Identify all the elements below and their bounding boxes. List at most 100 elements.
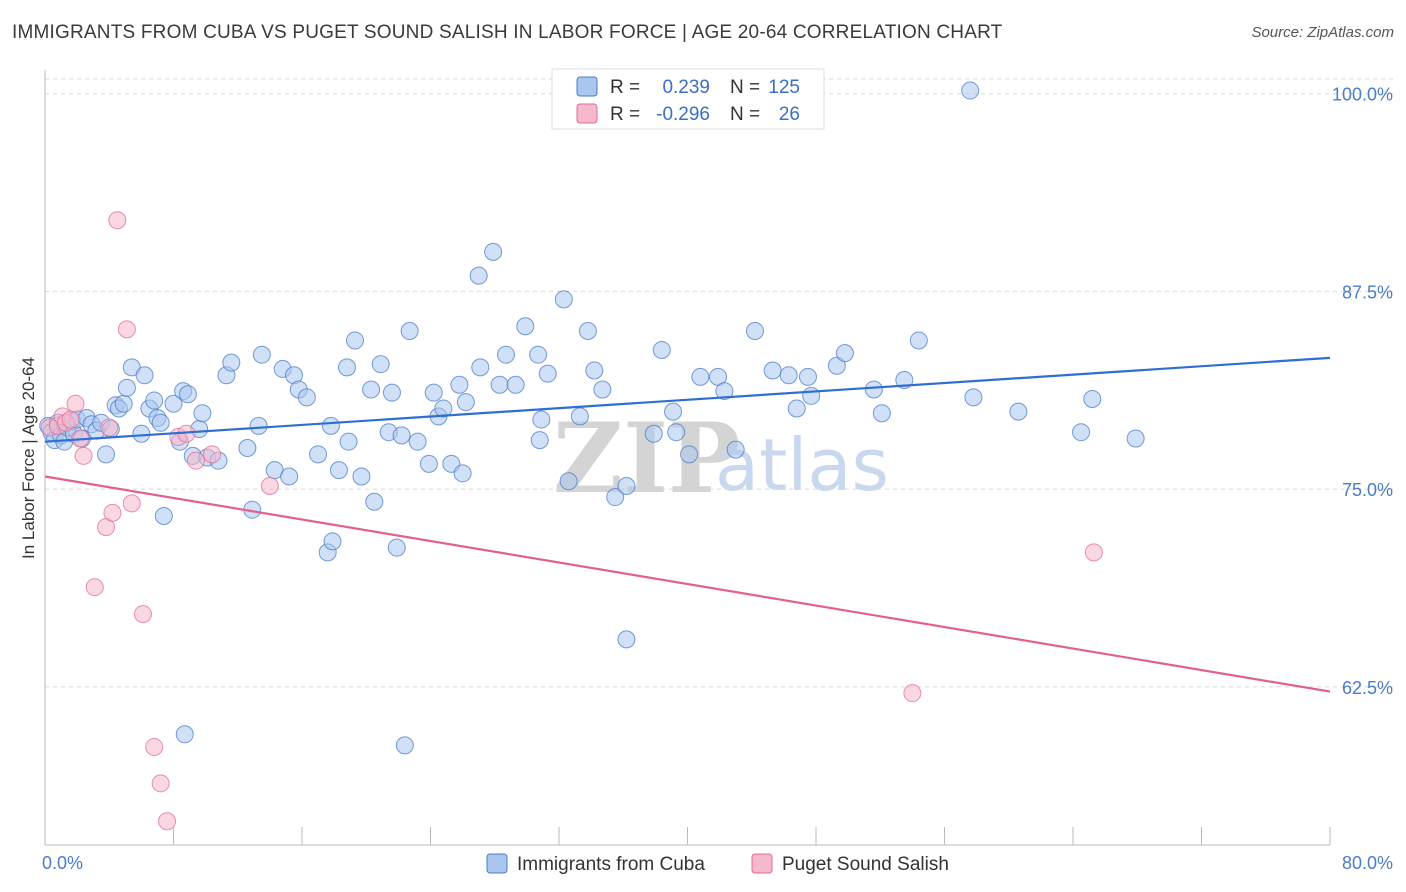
data-point [158,812,177,831]
data-point [617,476,636,495]
data-point [85,578,104,597]
data-point [827,356,846,375]
data-point [554,290,573,309]
bottom-legend-swatch-blue [486,853,508,874]
series-puget-sound-salish [40,211,1103,831]
legend-swatch-pink [576,103,598,124]
data-point [66,394,85,413]
data-point [222,353,241,372]
legend-n-label-2: N = [730,104,760,125]
y-tick-label: 62.5% [1342,678,1393,698]
data-point [260,476,279,495]
data-point [593,380,612,399]
y-tick-label: 75.0% [1342,480,1393,500]
data-point [352,467,371,486]
data-point [249,416,268,435]
data-point [530,431,549,450]
data-point [434,399,453,418]
data-point [1126,429,1145,448]
data-point [395,736,414,755]
data-point [61,410,80,429]
y-tick-labels: 100.0% 87.5% 75.0% 62.5% [1332,85,1393,698]
data-point [606,488,625,507]
data-point [779,366,798,385]
data-point [108,211,127,230]
data-point [538,364,557,383]
data-point [835,344,854,363]
data-point [365,492,384,511]
data-point [453,464,472,483]
data-point [664,402,683,421]
data-point [424,383,443,402]
data-point [456,393,475,412]
data-point [1084,543,1103,562]
data-point [559,472,578,491]
trend-line-salish [44,475,1331,693]
data-point [309,445,328,464]
data-point [382,383,401,402]
trend-lines [44,356,1331,693]
data-point [193,404,212,423]
data-point [100,418,119,437]
data-point [1009,402,1028,421]
legend-n-value-2: 26 [779,104,800,125]
data-point [122,358,141,377]
data-point [787,399,806,418]
data-point [362,380,381,399]
data-point [964,388,983,407]
data-point [585,361,604,380]
data-point [154,507,173,526]
data-point [872,404,891,423]
data-point [400,321,419,340]
chart-source: Source: ZipAtlas.com [1251,24,1394,41]
correlation-legend: R = 0.239 N = 125 R = -0.296 N = 26 [551,68,825,130]
data-point [903,684,922,703]
data-point [145,737,164,756]
y-axis-label: In Labor Force | Age 20-64 [19,357,38,559]
data-point [490,375,509,394]
data-point [151,774,170,793]
data-point [346,331,365,350]
data-point [570,407,589,426]
data-point [864,380,883,399]
data-point [506,375,525,394]
legend-r-value-2: -0.296 [656,104,710,125]
bottom-legend-label-cuba: Immigrants from Cuba [517,854,705,875]
data-point [323,532,342,551]
data-point [961,81,980,100]
data-point [135,366,154,385]
data-point [178,385,197,404]
data-point [532,410,551,429]
data-point [644,424,663,443]
data-point [117,320,136,339]
data-point [529,345,548,364]
data-point [371,355,390,374]
data-point [103,503,122,522]
chart-title: IMMIGRANTS FROM CUBA VS PUGET SOUND SALI… [12,22,1003,43]
data-point [798,367,817,386]
watermark-atlas: atlas [715,423,889,507]
data-point [392,426,411,445]
data-point [238,439,257,458]
y-tick-label: 100.0% [1332,85,1393,105]
data-point [909,331,928,350]
watermark: ZIP atlas [553,402,889,515]
data-point [1083,389,1102,408]
data-point [516,317,535,336]
data-point [339,432,358,451]
data-point [122,494,141,513]
data-point [496,345,515,364]
x-tick-label-min: 0.0% [42,853,83,873]
x-tick-labels: 0.0% 80.0% [42,853,1393,873]
data-point [329,461,348,480]
trend-line-cuba [44,356,1331,443]
data-point [164,394,183,413]
bottom-legend-swatch-pink [751,853,773,874]
data-point [321,416,340,435]
legend-swatch-blue [576,76,598,97]
data-point [1072,423,1091,442]
series-legend: Immigrants from Cuba Puget Sound Salish [486,853,949,875]
legend-n-label-1: N = [730,77,760,98]
data-point [667,423,686,442]
